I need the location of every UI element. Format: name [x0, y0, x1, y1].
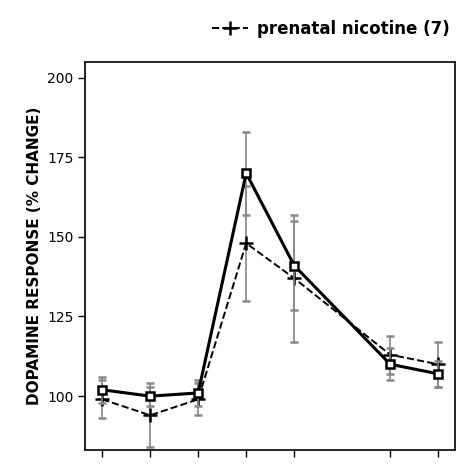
Y-axis label: DOPAMINE RESPONSE (% CHANGE): DOPAMINE RESPONSE (% CHANGE) — [27, 107, 42, 405]
Legend: prenatal nicotine (7): prenatal nicotine (7) — [205, 13, 456, 45]
